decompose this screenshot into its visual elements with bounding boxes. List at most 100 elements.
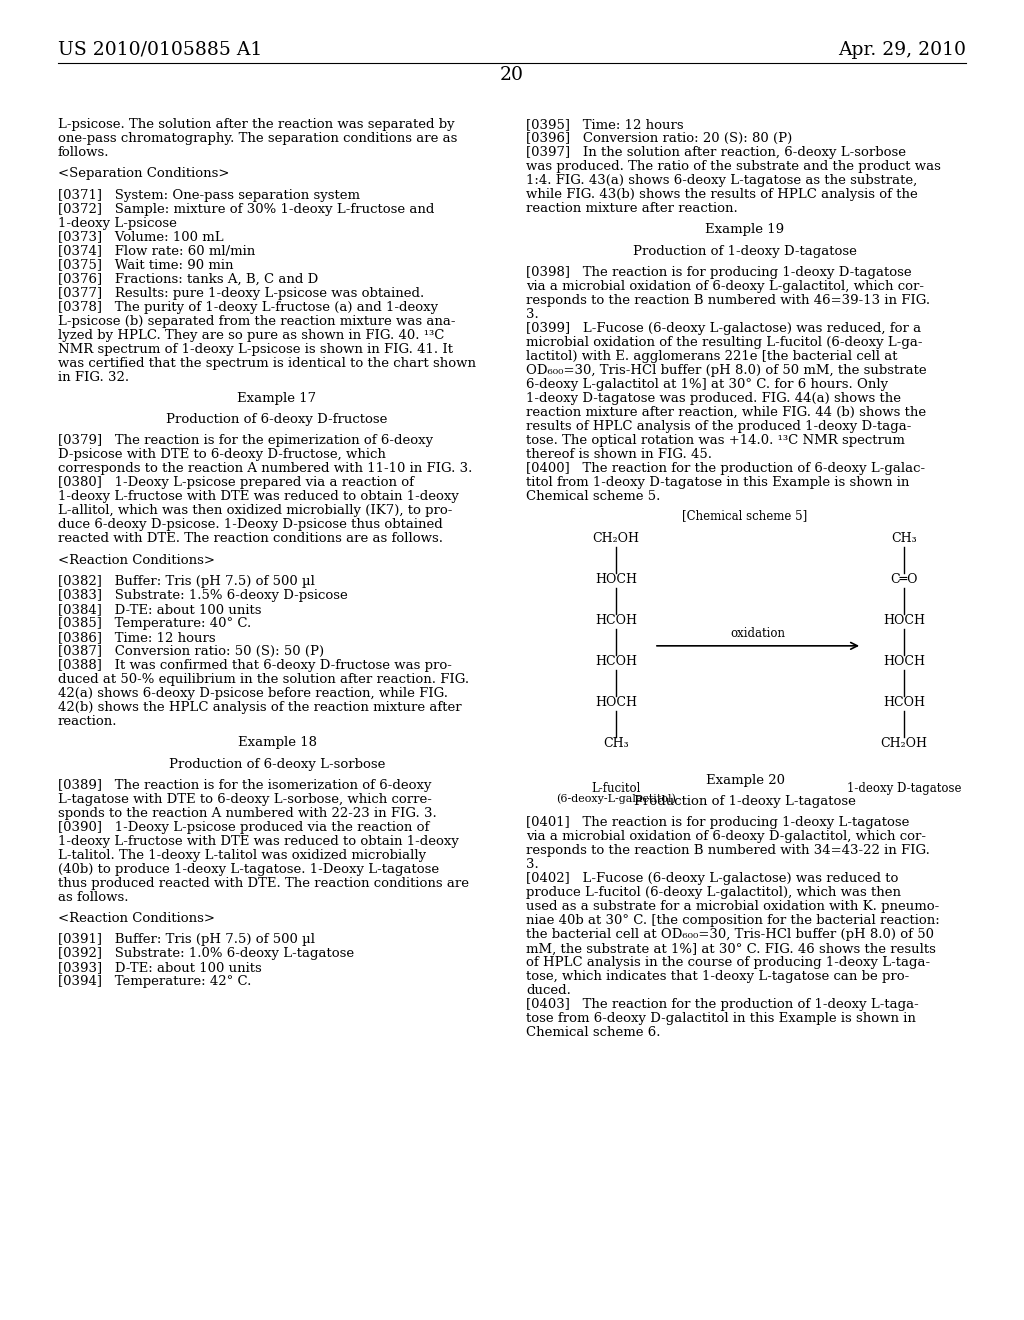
Text: of HPLC analysis in the course of producing 1-deoxy L-taga-: of HPLC analysis in the course of produc… — [526, 957, 930, 969]
Text: OD₆₀₀=30, Tris-HCl buffer (pH 8.0) of 50 mM, the substrate: OD₆₀₀=30, Tris-HCl buffer (pH 8.0) of 50… — [526, 364, 927, 376]
Text: [0402]   L-Fucose (6-deoxy L-galactose) was reduced to: [0402] L-Fucose (6-deoxy L-galactose) wa… — [526, 873, 898, 886]
Text: in FIG. 32.: in FIG. 32. — [58, 371, 129, 384]
Text: reaction mixture after reaction, while FIG. 44 (b) shows the: reaction mixture after reaction, while F… — [526, 405, 926, 418]
Text: [0384]   D-TE: about 100 units: [0384] D-TE: about 100 units — [58, 603, 261, 616]
Text: [0399]   L-Fucose (6-deoxy L-galactose) was reduced, for a: [0399] L-Fucose (6-deoxy L-galactose) wa… — [526, 322, 922, 335]
Text: CH₂OH: CH₂OH — [593, 532, 640, 545]
Text: [0394]   Temperature: 42° C.: [0394] Temperature: 42° C. — [58, 975, 251, 989]
Text: lactitol) with E. agglomerans 221e [the bacterial cell at: lactitol) with E. agglomerans 221e [the … — [526, 350, 897, 363]
Text: while FIG. 43(b) shows the results of HPLC analysis of the: while FIG. 43(b) shows the results of HP… — [526, 187, 918, 201]
Text: 3.: 3. — [526, 858, 539, 871]
Text: Example 18: Example 18 — [238, 737, 316, 750]
Text: lyzed by HPLC. They are so pure as shown in FIG. 40. ¹³C: lyzed by HPLC. They are so pure as shown… — [58, 329, 444, 342]
Text: US 2010/0105885 A1: US 2010/0105885 A1 — [58, 41, 262, 59]
Text: corresponds to the reaction A numbered with 11-10 in FIG. 3.: corresponds to the reaction A numbered w… — [58, 462, 472, 475]
Text: [0375]   Wait time: 90 min: [0375] Wait time: 90 min — [58, 259, 233, 272]
Text: reaction.: reaction. — [58, 715, 118, 727]
Text: [0403]   The reaction for the production of 1-deoxy L-taga-: [0403] The reaction for the production o… — [526, 998, 919, 1011]
Text: as follows.: as follows. — [58, 891, 128, 904]
Text: Production of 1-deoxy D-tagatose: Production of 1-deoxy D-tagatose — [633, 244, 857, 257]
Text: Example 17: Example 17 — [238, 392, 316, 405]
Text: Example 19: Example 19 — [706, 223, 784, 236]
Text: was produced. The ratio of the substrate and the product was: was produced. The ratio of the substrate… — [526, 160, 941, 173]
Text: <Reaction Conditions>: <Reaction Conditions> — [58, 912, 215, 925]
Text: reacted with DTE. The reaction conditions are as follows.: reacted with DTE. The reaction condition… — [58, 532, 443, 545]
Text: niae 40b at 30° C. [the composition for the bacterial reaction:: niae 40b at 30° C. [the composition for … — [526, 915, 940, 928]
Text: [0374]   Flow rate: 60 ml/min: [0374] Flow rate: 60 ml/min — [58, 244, 255, 257]
Text: HCOH: HCOH — [595, 655, 637, 668]
Text: [0396]   Conversion ratio: 20 (S): 80 (P): [0396] Conversion ratio: 20 (S): 80 (P) — [526, 132, 793, 145]
Text: L-tagatose with DTE to 6-deoxy L-sorbose, which corre-: L-tagatose with DTE to 6-deoxy L-sorbose… — [58, 793, 432, 805]
Text: duced at 50-% equilibrium in the solution after reaction. FIG.: duced at 50-% equilibrium in the solutio… — [58, 673, 469, 686]
Text: L-psicose. The solution after the reaction was separated by: L-psicose. The solution after the reacti… — [58, 117, 455, 131]
Text: Production of 6-deoxy L-sorbose: Production of 6-deoxy L-sorbose — [169, 758, 385, 771]
Text: 1-deoxy L-psicose: 1-deoxy L-psicose — [58, 216, 177, 230]
Text: duce 6-deoxy D-psicose. 1-Deoxy D-psicose thus obtained: duce 6-deoxy D-psicose. 1-Deoxy D-psicos… — [58, 519, 442, 532]
Text: (40b) to produce 1-deoxy L-tagatose. 1-Deoxy L-tagatose: (40b) to produce 1-deoxy L-tagatose. 1-D… — [58, 863, 439, 875]
Text: thereof is shown in FIG. 45.: thereof is shown in FIG. 45. — [526, 447, 712, 461]
Text: [0373]   Volume: 100 mL: [0373] Volume: 100 mL — [58, 231, 223, 244]
Text: L-fucitol: L-fucitol — [591, 781, 641, 795]
Text: was certified that the spectrum is identical to the chart shown: was certified that the spectrum is ident… — [58, 356, 476, 370]
Text: 6-deoxy L-galactitol at 1%] at 30° C. for 6 hours. Only: 6-deoxy L-galactitol at 1%] at 30° C. fo… — [526, 378, 888, 391]
Text: HOCH: HOCH — [595, 696, 637, 709]
Text: HOCH: HOCH — [883, 614, 925, 627]
Text: <Reaction Conditions>: <Reaction Conditions> — [58, 553, 215, 566]
Text: CH₃: CH₃ — [603, 737, 629, 750]
Text: [0382]   Buffer: Tris (pH 7.5) of 500 µl: [0382] Buffer: Tris (pH 7.5) of 500 µl — [58, 576, 314, 587]
Text: duced.: duced. — [526, 985, 570, 998]
Text: [0380]   1-Deoxy L-psicose prepared via a reaction of: [0380] 1-Deoxy L-psicose prepared via a … — [58, 477, 414, 490]
Text: tose, which indicates that 1-deoxy L-tagatose can be pro-: tose, which indicates that 1-deoxy L-tag… — [526, 970, 909, 983]
Text: [0395]   Time: 12 hours: [0395] Time: 12 hours — [526, 117, 684, 131]
Text: (6-deoxy-L-galactitol): (6-deoxy-L-galactitol) — [556, 793, 676, 804]
Text: [0377]   Results: pure 1-deoxy L-psicose was obtained.: [0377] Results: pure 1-deoxy L-psicose w… — [58, 286, 424, 300]
Text: 1-deoxy L-fructose with DTE was reduced to obtain 1-deoxy: 1-deoxy L-fructose with DTE was reduced … — [58, 491, 459, 503]
Text: Example 20: Example 20 — [706, 774, 784, 787]
Text: CH₂OH: CH₂OH — [881, 737, 928, 750]
Text: 20: 20 — [500, 66, 524, 84]
Text: D-psicose with DTE to 6-deoxy D-fructose, which: D-psicose with DTE to 6-deoxy D-fructose… — [58, 449, 386, 462]
Text: Production of 1-deoxy L-tagatose: Production of 1-deoxy L-tagatose — [634, 795, 856, 808]
Text: [0393]   D-TE: about 100 units: [0393] D-TE: about 100 units — [58, 961, 262, 974]
Text: 1-deoxy L-fructose with DTE was reduced to obtain 1-deoxy: 1-deoxy L-fructose with DTE was reduced … — [58, 834, 459, 847]
Text: 1-deoxy D-tagatose was produced. FIG. 44(a) shows the: 1-deoxy D-tagatose was produced. FIG. 44… — [526, 392, 901, 405]
Text: 42(a) shows 6-deoxy D-psicose before reaction, while FIG.: 42(a) shows 6-deoxy D-psicose before rea… — [58, 686, 449, 700]
Text: [Chemical scheme 5]: [Chemical scheme 5] — [682, 508, 808, 521]
Text: used as a substrate for a microbial oxidation with K. pneumo-: used as a substrate for a microbial oxid… — [526, 900, 939, 913]
Text: tose. The optical rotation was +14.0. ¹³C NMR spectrum: tose. The optical rotation was +14.0. ¹³… — [526, 434, 905, 447]
Text: produce L-fucitol (6-deoxy L-galactitol), which was then: produce L-fucitol (6-deoxy L-galactitol)… — [526, 887, 901, 899]
Text: [0391]   Buffer: Tris (pH 7.5) of 500 µl: [0391] Buffer: Tris (pH 7.5) of 500 µl — [58, 933, 315, 946]
Text: [0379]   The reaction is for the epimerization of 6-deoxy: [0379] The reaction is for the epimeriza… — [58, 434, 433, 447]
Text: reaction mixture after reaction.: reaction mixture after reaction. — [526, 202, 737, 215]
Text: the bacterial cell at OD₆₀₀=30, Tris-HCl buffer (pH 8.0) of 50: the bacterial cell at OD₆₀₀=30, Tris-HCl… — [526, 928, 934, 941]
Text: [0383]   Substrate: 1.5% 6-deoxy D-psicose: [0383] Substrate: 1.5% 6-deoxy D-psicose — [58, 589, 348, 602]
Text: thus produced reacted with DTE. The reaction conditions are: thus produced reacted with DTE. The reac… — [58, 876, 469, 890]
Text: CH₃: CH₃ — [891, 532, 916, 545]
Text: via a microbial oxidation of 6-deoxy L-galactitol, which cor-: via a microbial oxidation of 6-deoxy L-g… — [526, 280, 924, 293]
Text: 3.: 3. — [526, 308, 539, 321]
Text: [0389]   The reaction is for the isomerization of 6-deoxy: [0389] The reaction is for the isomeriza… — [58, 779, 431, 792]
Text: [0400]   The reaction for the production of 6-deoxy L-galac-: [0400] The reaction for the production o… — [526, 462, 925, 475]
Text: [0372]   Sample: mixture of 30% 1-deoxy L-fructose and: [0372] Sample: mixture of 30% 1-deoxy L-… — [58, 202, 434, 215]
Text: [0397]   In the solution after reaction, 6-deoxy L-sorbose: [0397] In the solution after reaction, 6… — [526, 147, 906, 158]
Text: L-psicose (b) separated from the reaction mixture was ana-: L-psicose (b) separated from the reactio… — [58, 314, 456, 327]
Text: tose from 6-deoxy D-galactitol in this Example is shown in: tose from 6-deoxy D-galactitol in this E… — [526, 1012, 915, 1026]
Text: 1-deoxy D-tagatose: 1-deoxy D-tagatose — [847, 781, 962, 795]
Text: HCOH: HCOH — [883, 696, 925, 709]
Text: [0376]   Fractions: tanks A, B, C and D: [0376] Fractions: tanks A, B, C and D — [58, 272, 318, 285]
Text: mM, the substrate at 1%] at 30° C. FIG. 46 shows the results: mM, the substrate at 1%] at 30° C. FIG. … — [526, 942, 936, 956]
Text: microbial oxidation of the resulting L-fucitol (6-deoxy L-ga-: microbial oxidation of the resulting L-f… — [526, 335, 923, 348]
Text: 1:4. FIG. 43(a) shows 6-deoxy L-tagatose as the substrate,: 1:4. FIG. 43(a) shows 6-deoxy L-tagatose… — [526, 174, 918, 187]
Text: [0387]   Conversion ratio: 50 (S): 50 (P): [0387] Conversion ratio: 50 (S): 50 (P) — [58, 645, 325, 657]
Text: 42(b) shows the HPLC analysis of the reaction mixture after: 42(b) shows the HPLC analysis of the rea… — [58, 701, 462, 714]
Text: L-allitol, which was then oxidized microbially (IK7), to pro-: L-allitol, which was then oxidized micro… — [58, 504, 453, 517]
Text: HOCH: HOCH — [595, 573, 637, 586]
Text: HOCH: HOCH — [883, 655, 925, 668]
Text: [0386]   Time: 12 hours: [0386] Time: 12 hours — [58, 631, 216, 644]
Text: oxidation: oxidation — [730, 627, 785, 640]
Text: one-pass chromatography. The separation conditions are as: one-pass chromatography. The separation … — [58, 132, 458, 145]
Text: Chemical scheme 6.: Chemical scheme 6. — [526, 1027, 660, 1039]
Text: NMR spectrum of 1-deoxy L-psicose is shown in FIG. 41. It: NMR spectrum of 1-deoxy L-psicose is sho… — [58, 343, 453, 355]
Text: responds to the reaction B numbered with 34=43-22 in FIG.: responds to the reaction B numbered with… — [526, 845, 930, 858]
Text: results of HPLC analysis of the produced 1-deoxy D-taga-: results of HPLC analysis of the produced… — [526, 420, 911, 433]
